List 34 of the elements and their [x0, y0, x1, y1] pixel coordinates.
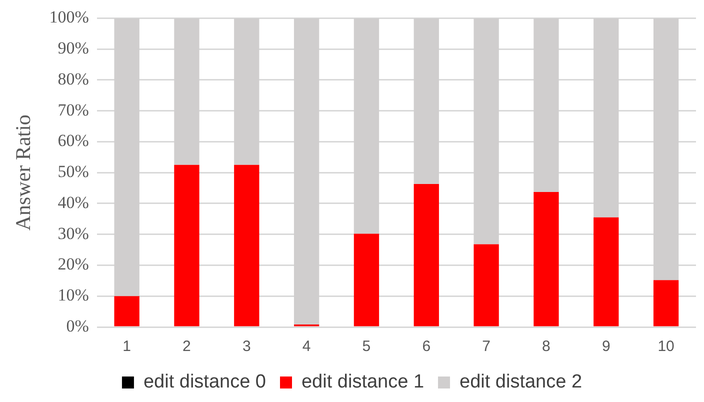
legend-label: edit distance 1 [301, 372, 424, 393]
bar [234, 164, 260, 326]
y-tick-label: 30% [58, 224, 89, 243]
bar [594, 217, 619, 326]
x-tick-label: 5 [362, 338, 371, 356]
x-tick-label: 8 [542, 338, 550, 356]
legend-label: edit distance 2 [460, 372, 582, 393]
y-tick-label: 70% [58, 100, 89, 120]
x-tick-label: 4 [302, 338, 311, 356]
bar [174, 164, 200, 326]
y-axis-title: Answer Ratio [11, 114, 36, 231]
y-tick-label: 60% [58, 131, 89, 150]
legend-label: edit distance 0 [143, 372, 266, 393]
x-tick-label: 7 [482, 338, 490, 356]
y-tick-label: 0% [66, 316, 89, 336]
bar [474, 244, 499, 326]
bar [534, 192, 559, 326]
bar [414, 184, 439, 326]
x-tick-label: 3 [242, 338, 251, 356]
x-tick-label: 10 [658, 338, 674, 356]
y-tick-label: 100% [49, 8, 89, 27]
y-tick-label: 10% [58, 286, 89, 305]
y-tick-label: 40% [58, 192, 89, 212]
y-tick-label: 80% [58, 69, 89, 88]
x-tick-label: 1 [122, 338, 131, 356]
x-tick-label: 6 [422, 338, 431, 356]
y-tick-label: 50% [58, 162, 89, 182]
bar [114, 296, 140, 326]
bar [354, 234, 380, 326]
y-tick-label: 90% [58, 38, 89, 58]
x-tick-label: 9 [602, 338, 610, 356]
x-tick-label: 2 [182, 338, 191, 356]
bar [653, 280, 679, 326]
y-tick-label: 20% [58, 254, 89, 274]
